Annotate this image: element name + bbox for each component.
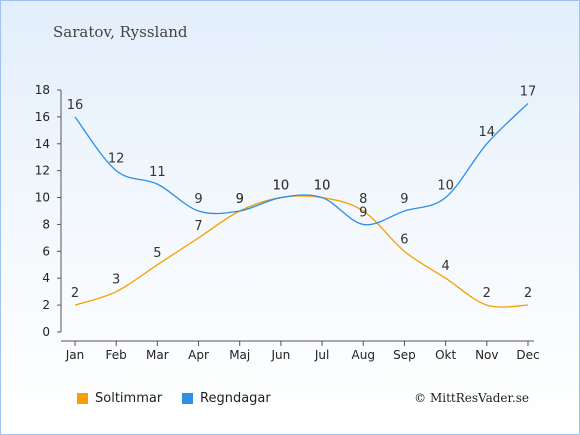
data-label-regndagar: 11: [149, 165, 166, 180]
x-tick-label: Nov: [475, 348, 498, 362]
data-label-soltimmar: 10: [314, 179, 331, 194]
x-tick-label: Feb: [106, 348, 127, 362]
series-line-soltimmar: [74, 195, 528, 308]
data-label-soltimmar: 5: [153, 246, 161, 261]
data-label-soltimmar: 7: [194, 219, 202, 234]
y-tick-label: 12: [35, 164, 50, 178]
data-label-regndagar: 9: [400, 192, 408, 207]
x-tick-label: Sep: [393, 348, 416, 362]
credit-text: © MittResVader.se: [414, 391, 529, 405]
data-label-regndagar: 16: [67, 98, 84, 113]
x-tick-label: Dec: [516, 348, 539, 362]
y-tick-label: 16: [35, 110, 50, 124]
data-label-regndagar: 14: [479, 125, 496, 140]
x-tick-label: Jun: [271, 348, 291, 362]
legend-swatch-regndagar: [182, 393, 193, 404]
y-tick-label: 8: [42, 217, 50, 231]
x-tick-label: Mar: [146, 348, 169, 362]
data-label-regndagar: 17: [520, 84, 537, 99]
x-tick-label: Apr: [188, 348, 209, 362]
y-tick-label: 18: [35, 83, 50, 97]
x-tick-label: Jul: [314, 348, 329, 362]
y-tick-label: 4: [42, 271, 50, 285]
data-label-regndagar: 10: [437, 179, 454, 194]
data-label-soltimmar: 6: [400, 232, 408, 247]
data-label-regndagar: 9: [194, 192, 202, 207]
data-label-soltimmar: 2: [524, 286, 532, 301]
legend-item-soltimmar: Soltimmar: [77, 391, 162, 406]
data-label-soltimmar: 3: [112, 273, 120, 288]
data-label-regndagar: 9: [236, 192, 244, 207]
data-label-regndagar: 10: [273, 179, 290, 194]
data-label-regndagar: 10: [314, 179, 331, 194]
x-tick-label: Jan: [65, 348, 85, 362]
data-label-soltimmar: 9: [236, 192, 244, 207]
data-label-regndagar: 9: [359, 205, 367, 220]
series-line-regndagar: [74, 102, 529, 226]
legend-item-regndagar: Regndagar: [182, 391, 271, 406]
y-tick-label: 0: [42, 325, 50, 339]
data-label-soltimmar: 10: [273, 179, 290, 194]
x-tick-label: Maj: [229, 348, 250, 362]
data-label-regndagar: 12: [108, 152, 125, 167]
data-label-soltimmar: 4: [441, 259, 449, 274]
x-tick-label: Okt: [435, 348, 456, 362]
series-lines: [74, 102, 529, 308]
data-label-soltimmar: 2: [71, 286, 79, 301]
y-tick-label: 2: [42, 298, 50, 312]
legend-swatch-soltimmar: [77, 393, 88, 404]
chart-title: Saratov, Ryssland: [53, 23, 188, 41]
x-tick-label: Aug: [352, 348, 375, 362]
legend-label-soltimmar: Soltimmar: [95, 391, 163, 406]
y-tick-label: 14: [35, 137, 50, 151]
y-tick-label: 10: [35, 191, 50, 205]
data-label-soltimmar: 2: [483, 286, 491, 301]
chart-svg: 0 2 4 6 8 10 12 14 16 18 Jan Feb Mar Apr Maj Jun Jul Aug S…: [35, 83, 540, 362]
data-label-soltimmar: 8: [359, 192, 367, 207]
y-tick-label: 6: [42, 244, 50, 258]
axes: 0 2 4 6 8 10 12 14 16 18 Jan Feb Mar Apr Maj Jun Jul Aug S…: [35, 83, 540, 362]
legend-label-regndagar: Regndagar: [200, 391, 271, 406]
